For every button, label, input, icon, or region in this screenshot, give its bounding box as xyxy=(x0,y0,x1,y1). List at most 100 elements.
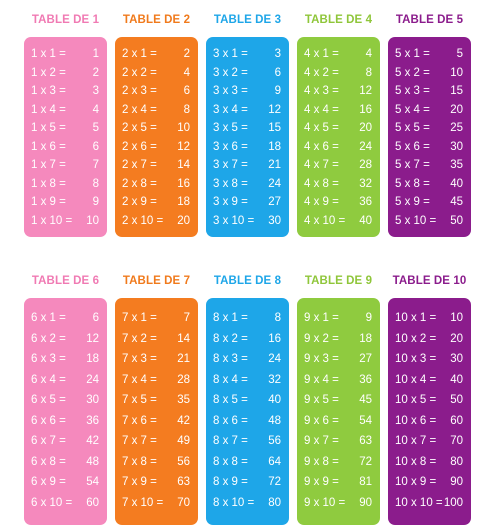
table-row: 10 x 2 = 20 xyxy=(388,329,471,350)
multiplication-expression: 1 x 2 = xyxy=(31,66,66,79)
multiplication-result: 18 xyxy=(359,332,372,345)
multiplication-result: 8 xyxy=(365,66,372,79)
multiplication-expression: 9 x 7 = xyxy=(304,435,339,447)
multiplication-result: 8 xyxy=(183,103,190,116)
multiplication-expression: 9 x 8 = xyxy=(304,455,339,468)
multiplication-result: 24 xyxy=(359,140,372,153)
multiplication-result: 54 xyxy=(86,476,99,488)
multiplication-result: 80 xyxy=(268,496,281,509)
table-row: 4 x 1 = 4 xyxy=(297,45,380,64)
multiplication-result: 20 xyxy=(359,122,372,134)
table-row: 1 x 5 = 5 xyxy=(24,119,107,138)
table-card: 6 x 1 = 6 6 x 2 = 12 6 x 3 = 18 6 x 4 = 24 6 x 5… xyxy=(24,298,107,525)
table-card: 9 x 1 = 9 9 x 2 = 18 9 x 3 = 27 9 x 4 = 36 9 x 5… xyxy=(297,298,380,525)
multiplication-result: 40 xyxy=(450,373,463,386)
table-row: 2 x 2 = 4 xyxy=(115,64,198,83)
multiplication-expression: 10 x 9 = xyxy=(395,476,437,488)
table-row: 3 x 7 = 21 xyxy=(206,156,289,175)
multiplication-result: 12 xyxy=(359,85,372,97)
multiplication-expression: 5 x 3 = xyxy=(395,85,430,97)
multiplication-result: 21 xyxy=(268,159,281,171)
table-row: 3 x 5 = 15 xyxy=(206,119,289,138)
multiplication-expression: 5 x 2 = xyxy=(395,66,430,79)
table-row: 5 x 10 = 50 xyxy=(388,212,471,231)
multiplication-expression: 3 x 9 = xyxy=(213,196,248,208)
table-row: 1 x 8 = 8 xyxy=(24,175,107,194)
multiplication-result: 10 xyxy=(450,312,463,324)
multiplication-result: 20 xyxy=(177,214,190,227)
multiplication-expression: 8 x 7 = xyxy=(213,435,248,447)
multiplication-result: 4 xyxy=(183,66,190,79)
multiplication-expression: 1 x 7 = xyxy=(31,159,66,171)
multiplication-expression: 3 x 5 = xyxy=(213,122,248,134)
multiplication-expression: 4 x 5 = xyxy=(304,122,339,134)
multiplication-result: 45 xyxy=(450,196,463,208)
multiplication-expression: 8 x 6 = xyxy=(213,414,248,427)
multiplication-result: 10 xyxy=(450,66,463,79)
multiplication-expression: 9 x 3 = xyxy=(304,353,339,365)
table-row: 5 x 6 = 30 xyxy=(388,138,471,157)
multiplication-expression: 8 x 10 = xyxy=(213,496,255,509)
table-row: 3 x 10 = 30 xyxy=(206,212,289,231)
multiplication-expression: 7 x 9 = xyxy=(122,476,157,488)
table-row: 4 x 4 = 16 xyxy=(297,101,380,120)
multiplication-expression: 3 x 8 = xyxy=(213,177,248,190)
table-row: 9 x 4 = 36 xyxy=(297,370,380,391)
multiplication-expression: 4 x 9 = xyxy=(304,196,339,208)
table-row: 1 x 9 = 9 xyxy=(24,193,107,212)
table-row: 6 x 4 = 24 xyxy=(24,370,107,391)
table-card: 10 x 1 = 10 10 x 2 = 20 10 x 3 = 30 10 x 4 = 40… xyxy=(388,298,471,525)
table-row: 1 x 7 = 7 xyxy=(24,156,107,175)
multiplication-expression: 7 x 1 = xyxy=(122,312,157,324)
multiplication-expression: 6 x 5 = xyxy=(31,394,66,406)
multiplication-result: 35 xyxy=(177,394,190,406)
multiplication-expression: 7 x 2 = xyxy=(122,332,157,345)
multiplication-expression: 1 x 10 = xyxy=(31,214,73,227)
multiplication-result: 10 xyxy=(86,214,99,227)
multiplication-expression: 10 x 2 = xyxy=(395,332,437,345)
table-row: 5 x 8 = 40 xyxy=(388,175,471,194)
multiplication-result: 36 xyxy=(359,373,372,386)
table-row: 6 x 9 = 54 xyxy=(24,472,107,493)
table-title: TABLE DE 1 xyxy=(31,14,100,26)
multiplication-result: 32 xyxy=(268,373,281,386)
multiplication-expression: 2 x 7 = xyxy=(122,159,157,171)
multiplication-table: TABLE DE 2 2 x 1 = 2 2 x 2 = 4 2 x 3 = 6 2 x 4 … xyxy=(115,10,198,237)
multiplication-result: 30 xyxy=(86,394,99,406)
table-row: 1 x 2 = 2 xyxy=(24,64,107,83)
table-card: 7 x 1 = 7 7 x 2 = 14 7 x 3 = 21 7 x 4 = 28 7 x 5… xyxy=(115,298,198,525)
table-row: 9 x 10 = 90 xyxy=(297,493,380,514)
table-row: 2 x 7 = 14 xyxy=(115,156,198,175)
multiplication-result: 90 xyxy=(359,496,372,509)
multiplication-result: 48 xyxy=(268,414,281,427)
table-row: 8 x 5 = 40 xyxy=(206,390,289,411)
multiplication-result: 4 xyxy=(365,48,372,60)
multiplication-expression: 1 x 8 = xyxy=(31,177,66,190)
multiplication-expression: 6 x 6 = xyxy=(31,414,66,427)
multiplication-expression: 7 x 4 = xyxy=(122,373,157,386)
multiplication-expression: 2 x 4 = xyxy=(122,103,157,116)
multiplication-expression: 5 x 9 = xyxy=(395,196,430,208)
multiplication-expression: 7 x 7 = xyxy=(122,435,157,447)
multiplication-expression: 2 x 8 = xyxy=(122,177,157,190)
table-row: 8 x 2 = 16 xyxy=(206,329,289,350)
multiplication-expression: 9 x 2 = xyxy=(304,332,339,345)
multiplication-expression: 7 x 8 = xyxy=(122,455,157,468)
multiplication-result: 7 xyxy=(183,312,190,324)
multiplication-result: 64 xyxy=(268,455,281,468)
table-row: 8 x 10 = 80 xyxy=(206,493,289,514)
multiplication-result: 28 xyxy=(177,373,190,386)
multiplication-expression: 5 x 6 = xyxy=(395,140,430,153)
table-row: 5 x 7 = 35 xyxy=(388,156,471,175)
table-card: 1 x 1 = 1 1 x 2 = 2 1 x 3 = 3 1 x 4 = 4 1 x 5 = 5… xyxy=(24,37,107,237)
table-title: TABLE DE 7 xyxy=(122,275,191,287)
multiplication-expression: 5 x 5 = xyxy=(395,122,430,134)
table-row: 7 x 2 = 14 xyxy=(115,329,198,350)
table-row: 2 x 5 = 10 xyxy=(115,119,198,138)
multiplication-expression: 9 x 1 = xyxy=(304,312,339,324)
table-row: 9 x 1 = 9 xyxy=(297,308,380,329)
multiplication-expression: 1 x 4 = xyxy=(31,103,66,116)
table-row: 8 x 8 = 64 xyxy=(206,452,289,473)
multiplication-expression: 6 x 9 = xyxy=(31,476,66,488)
